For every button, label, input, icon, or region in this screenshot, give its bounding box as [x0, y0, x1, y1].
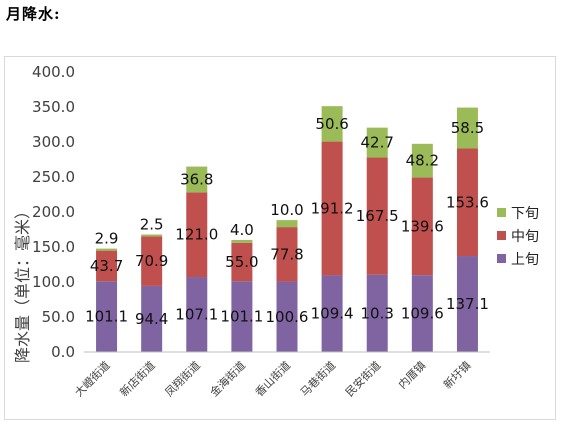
legend-swatch [497, 231, 506, 240]
data-label: 43.7 [90, 257, 123, 275]
y-tick-label: 200.0 [32, 203, 75, 221]
y-tick-label: 350.0 [32, 98, 75, 116]
bar-segment [186, 277, 208, 352]
bar-segment [96, 250, 118, 282]
x-category-label: 香山街道 [252, 358, 293, 399]
data-label: 4.0 [230, 221, 254, 239]
data-label: 107.1 [175, 306, 218, 324]
y-tick-label: 0.0 [51, 343, 75, 361]
data-label: 55.0 [225, 253, 258, 271]
bar-segment [96, 248, 118, 251]
y-tick-label: 250.0 [32, 168, 75, 186]
legend-swatch [497, 208, 506, 217]
legend-swatch [497, 254, 506, 263]
bar-segment [456, 256, 478, 352]
data-label: 167.5 [356, 207, 399, 225]
bar-segment [186, 192, 208, 278]
bar-series [96, 106, 478, 352]
data-label: 10.0 [270, 201, 303, 219]
data-label: 139.6 [401, 217, 444, 235]
bar-segment [231, 239, 253, 243]
y-tick-label: 400.0 [32, 63, 75, 81]
legend-label: 中旬 [511, 229, 539, 245]
x-category-label: 大嶝街道 [72, 358, 113, 399]
bar-segment [96, 281, 118, 352]
y-tick-label: 300.0 [32, 133, 75, 151]
data-label: 109.4 [311, 305, 354, 323]
bar-segment [366, 274, 388, 352]
y-tick-label: 150.0 [32, 238, 75, 256]
bar-segment [141, 236, 163, 286]
data-label: 42.7 [361, 134, 394, 152]
data-label: 109.6 [401, 305, 444, 323]
bar-segment [276, 281, 298, 352]
x-axis-categories: 大嶝街道 新店街道 凤翔街道 金海街道 香山街道 马巷街道 民安街道 内厝镇 新圩镇 [72, 358, 474, 399]
bar-segment [366, 127, 388, 158]
data-label: 100.6 [266, 308, 309, 326]
x-category-label: 新店街道 [117, 358, 158, 399]
bar-segment [141, 234, 163, 237]
y-axis-title: 降水量（单位：毫米） [13, 203, 32, 363]
data-label: 137.1 [446, 295, 489, 313]
bar-segment [411, 177, 433, 276]
data-label: 36.8 [180, 170, 213, 188]
page-heading: 月降水: [6, 5, 61, 23]
bar-segment [456, 148, 478, 257]
bar-segment [456, 107, 478, 149]
bar-segment [411, 275, 433, 352]
data-label: 94.4 [135, 310, 168, 328]
data-label: 153.6 [446, 193, 489, 211]
y-tick-label: 100.0 [32, 273, 75, 291]
bar-segment [141, 285, 163, 352]
data-label: 70.9 [135, 252, 168, 270]
legend-label: 上旬 [511, 252, 539, 268]
data-label: 2.5 [140, 216, 164, 234]
x-category-label: 民安街道 [342, 358, 383, 399]
bar-segment [276, 227, 298, 282]
bar-segment [231, 281, 253, 352]
bar-segment [366, 157, 388, 275]
data-labels: 101.1 43.7 2.9 94.4 70.9 2.5 107.1 121.0 36.8 101… [85, 115, 489, 328]
bar-segment [276, 220, 298, 228]
data-label: 121.0 [175, 226, 218, 244]
x-category-label: 凤翔街道 [162, 358, 203, 399]
bar-segment [231, 242, 253, 282]
data-label: 2.9 [95, 230, 119, 248]
x-category-label: 内厝镇 [395, 358, 428, 391]
data-label: 48.2 [406, 152, 439, 170]
data-label: 77.8 [270, 245, 303, 263]
x-category-label: 金海街道 [207, 358, 248, 399]
x-category-label: 马巷街道 [297, 358, 338, 399]
data-label: 10.3 [361, 304, 394, 322]
x-category-label: 新圩镇 [440, 358, 473, 391]
data-label: 50.6 [315, 115, 348, 133]
y-axis-ticks: 0.0 50.0 100.0 150.0 200.0 250.0 300.0 350.0 400… [32, 63, 75, 361]
bar-segment [321, 106, 343, 142]
bar-segment [321, 275, 343, 352]
y-tick-label: 50.0 [42, 308, 75, 326]
data-label: 101.1 [220, 308, 263, 326]
legend-label: 下旬 [511, 206, 539, 222]
data-label: 58.5 [451, 119, 484, 137]
y-axis-title-group: 降水量（单位：毫米） [13, 203, 32, 363]
bar-segment [321, 141, 343, 276]
data-label: 101.1 [85, 308, 128, 326]
bar-segment [411, 143, 433, 178]
data-label: 191.2 [311, 200, 354, 218]
bar-segment [186, 166, 208, 193]
